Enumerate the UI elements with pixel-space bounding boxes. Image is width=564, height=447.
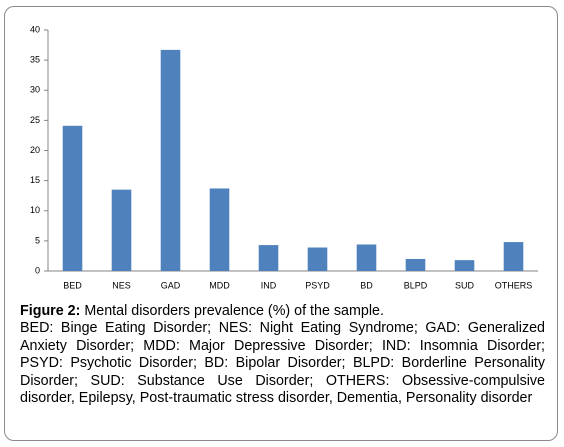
- x-tick-label: GAD: [161, 280, 181, 290]
- x-tick-label: BED: [63, 280, 82, 290]
- x-tick-label: OTHERS: [495, 280, 533, 290]
- y-tick-label: 30: [30, 85, 40, 95]
- x-tick-label: BD: [360, 280, 373, 290]
- bar: [258, 245, 279, 271]
- bar: [160, 49, 181, 271]
- chart: 0 5 10 15 20 25 30 35 40 BED NES GAD MDD IND PSYD BD BLP…: [30, 24, 538, 290]
- x-tick-label: IND: [261, 280, 277, 290]
- caption: Figure 2: Mental disorders prevalence (%…: [20, 303, 545, 407]
- bar: [454, 260, 475, 271]
- bar: [356, 244, 377, 271]
- x-tick-label: NES: [112, 280, 131, 290]
- bar: [209, 188, 230, 271]
- y-tick-label: 35: [30, 55, 40, 65]
- y-tick-label: 25: [30, 115, 40, 125]
- x-tick-label: MDD: [209, 280, 230, 290]
- y-tick-label: 20: [30, 145, 40, 155]
- caption-text: BED: Binge Eating Disorder; NES: Night E…: [20, 320, 545, 407]
- caption-head: Figure 2: Mental disorders prevalence (%…: [20, 303, 545, 320]
- y-tick-label: 0: [35, 265, 40, 275]
- figure-frame: [4, 6, 558, 441]
- y-tick-label: 15: [30, 175, 40, 185]
- y-tick-label: 10: [30, 205, 40, 215]
- bar: [62, 125, 83, 271]
- x-tick-label: SUD: [455, 280, 475, 290]
- y-tick-label: 5: [35, 235, 40, 245]
- x-tick-label: BLPD: [404, 280, 428, 290]
- y-tick-label: 40: [30, 24, 40, 34]
- caption-label: Figure 2:: [20, 303, 81, 319]
- caption-title: Mental disorders prevalence (%) of the s…: [84, 303, 384, 319]
- bar: [307, 247, 328, 271]
- bar: [405, 258, 426, 271]
- bar: [503, 242, 524, 271]
- bar: [111, 189, 132, 271]
- x-tick-label: PSYD: [305, 280, 330, 290]
